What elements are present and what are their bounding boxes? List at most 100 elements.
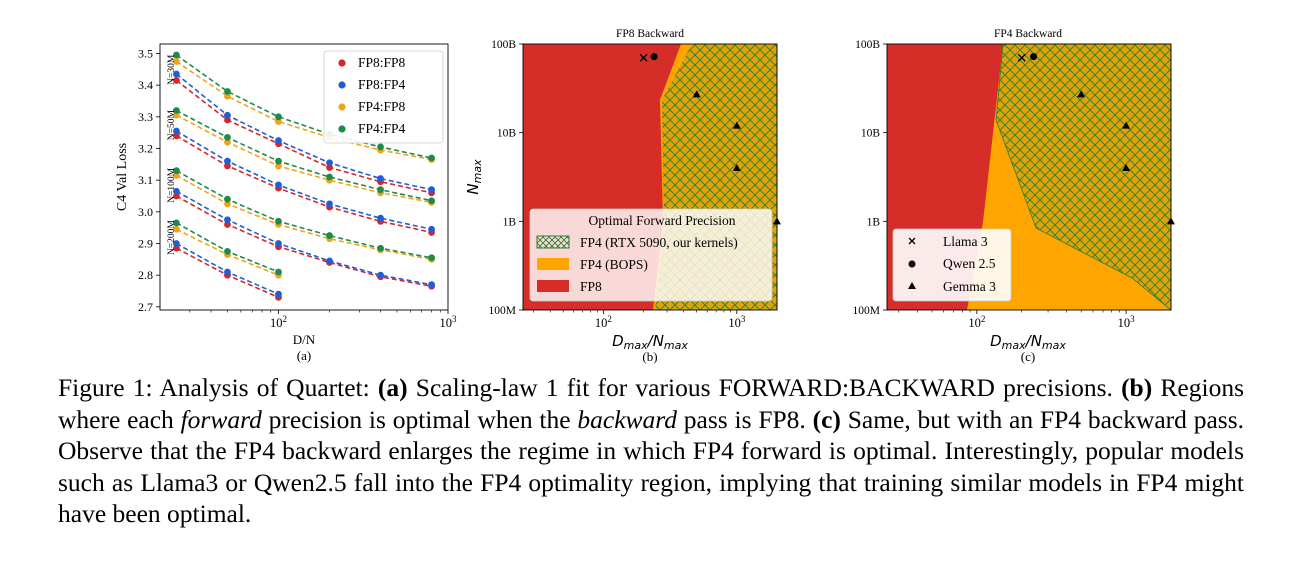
point-fp8-fp4-group-0 <box>377 175 384 182</box>
panel-a-series-layer <box>173 51 435 301</box>
fit-line-fp4-fp8-group-2 <box>176 174 432 261</box>
y-tick-label: 2.7 <box>138 300 153 314</box>
point-fp8-fp8-group-2 <box>224 221 231 228</box>
group-label: N=200M <box>167 220 177 255</box>
panel-b-axes-ticks: 102 103 100M 1B 10B 100B <box>489 39 746 330</box>
fit-line-fp4-fp8-group-1 <box>176 114 432 204</box>
fit-line-fp4-fp4-group-1 <box>176 109 432 202</box>
point-fp8-fp4-group-2 <box>428 281 435 289</box>
marker-qwen <box>1030 53 1038 61</box>
fit-line-fp4-fp4-group-2 <box>176 169 432 259</box>
point-fp8-fp8-group-1 <box>224 162 231 170</box>
x-tick-label: 103 <box>1118 314 1136 330</box>
marker-qwen <box>650 53 658 61</box>
point-fp8-fp8-group-1 <box>173 132 180 140</box>
point-fp4-fp4-group-1 <box>377 186 384 194</box>
caption-backward: backward <box>577 404 678 434</box>
caption-b-text1: Regions where each <box>58 373 1244 434</box>
legend-label-fp8: FP8 <box>580 279 602 294</box>
y-tick-label: 100M <box>853 305 880 317</box>
panel-c-label: (c) <box>1021 349 1035 364</box>
y-tick-label: 3.4 <box>138 78 153 92</box>
group-label: N=50M <box>167 110 177 141</box>
point-fp8-fp4-group-2 <box>224 216 231 224</box>
legend-marker-fp4-fp8 <box>338 103 346 111</box>
legend-label-llama3: Llama 3 <box>943 234 988 249</box>
legend-marker-qwen <box>908 260 916 268</box>
marker-gemma <box>1077 90 1086 98</box>
x-tick-label: 103 <box>440 314 458 330</box>
marker-gemma <box>773 217 781 225</box>
caption-intro: Analysis of Quartet: <box>152 373 378 402</box>
y-tick-label: 3.1 <box>138 173 153 187</box>
point-fp8-fp8-group-3 <box>173 244 180 252</box>
marker-gemma <box>732 121 741 129</box>
legend-swatch-fp4-kernels <box>536 235 570 249</box>
legend-swatch-fp8 <box>537 280 569 292</box>
point-fp4-fp4-group-1 <box>326 173 333 181</box>
legend-marker-fp8-fp4 <box>338 81 346 89</box>
panel-b-legend-title: Optimal Forward Precision <box>589 213 736 228</box>
panel-b-title: FP8 Backward <box>616 28 684 40</box>
point-fp8-fp4-group-0 <box>275 137 282 144</box>
point-fp8-fp4-group-0 <box>173 70 180 78</box>
x-tick-label: 103 <box>728 314 746 330</box>
caption-b-text2: precision is optimal when the <box>261 404 578 434</box>
y-tick-label: 100B <box>491 39 516 51</box>
fit-line-fp8-fp8-group-1 <box>175 135 432 234</box>
x-tick-label: 102 <box>270 314 287 330</box>
fit-line-fp8-fp4-group-2 <box>176 190 432 286</box>
panel-a-legend-box <box>323 50 444 144</box>
point-fp4-fp8-group-0 <box>224 92 231 100</box>
y-tick-label: 100B <box>855 39 880 51</box>
point-fp4-fp4-group-0 <box>224 88 231 95</box>
legend-label-fp4-fp8: FP4:FP8 <box>358 99 406 114</box>
caption-a-text: Scaling-law 1 fit for various FORWARD:BA… <box>407 373 1122 402</box>
caption-a-label: (a) <box>377 373 408 402</box>
point-fp8-fp4-group-3 <box>275 290 282 298</box>
caption-figure-label: Figure 1: <box>58 373 153 402</box>
point-fp8-fp4-group-0 <box>428 186 435 194</box>
marker-llama3 <box>1017 53 1026 62</box>
panel-a-axes-ticks: 2.7 2.8 2.9 3.0 3.1 3.2 3.3 3.4 3.5 102 103 <box>138 47 457 331</box>
y-tick-label: 3.2 <box>138 142 153 156</box>
panel-b-label: (b) <box>642 349 657 364</box>
legend-label-fp8-fp4: FP8:FP4 <box>358 77 406 92</box>
legend-swatch-fp4-bops <box>537 258 569 270</box>
caption-forward: forward <box>180 404 262 434</box>
point-fp4-fp4-group-3 <box>173 219 180 227</box>
point-fp4-fp4-group-2 <box>224 195 231 203</box>
point-fp8-fp4-group-2 <box>326 257 333 265</box>
panel-c-legend: Llama 3 Qwen 2.5 Gemma 3 <box>892 228 1012 302</box>
point-fp8-fp4-group-2 <box>275 240 282 247</box>
fit-line-fp4-fp4-group-0 <box>175 54 432 159</box>
y-tick-label: 3.0 <box>138 205 153 219</box>
caption-b-text3: pass is FP8. <box>677 404 813 434</box>
legend-label-fp8-fp8: FP8:FP8 <box>358 55 406 70</box>
point-fp4-fp4-group-3 <box>275 268 282 276</box>
marker-gemma <box>692 90 701 98</box>
legend-label-fp4-bops: FP4 (BOPS) <box>580 257 648 272</box>
legend-label-qwen: Qwen 2.5 <box>943 256 996 271</box>
x-tick-label: 102 <box>595 314 612 330</box>
point-fp4-fp4-group-2 <box>275 217 282 225</box>
legend-marker-fp4-fp4 <box>338 125 346 133</box>
point-fp4-fp4-group-0 <box>173 51 180 59</box>
legend-marker-llama3 <box>908 237 916 245</box>
point-fp4-fp8-group-0 <box>275 118 282 125</box>
y-tick-label: 3.5 <box>138 47 153 61</box>
caption-b-label: (b) <box>1121 373 1153 402</box>
panel-b-legend-box <box>529 208 773 302</box>
panel-c-title: FP4 Backward <box>994 28 1062 40</box>
point-fp8-fp4-group-1 <box>275 181 282 189</box>
point-fp4-fp8-group-3 <box>173 225 180 233</box>
point-fp4-fp8-group-1 <box>275 162 282 170</box>
y-tick-label: 2.8 <box>138 268 153 282</box>
point-fp8-fp4-group-0 <box>326 159 333 167</box>
fit-line-fp8-fp8-group-2 <box>176 195 432 287</box>
point-fp4-fp4-group-0 <box>275 113 282 121</box>
point-fp4-fp4-group-1 <box>275 157 282 165</box>
panel-a-scaling-law-plot: 2.7 2.8 2.9 3.0 3.1 3.2 3.3 3.4 3.5 102 103 C4 Val… <box>115 43 457 363</box>
